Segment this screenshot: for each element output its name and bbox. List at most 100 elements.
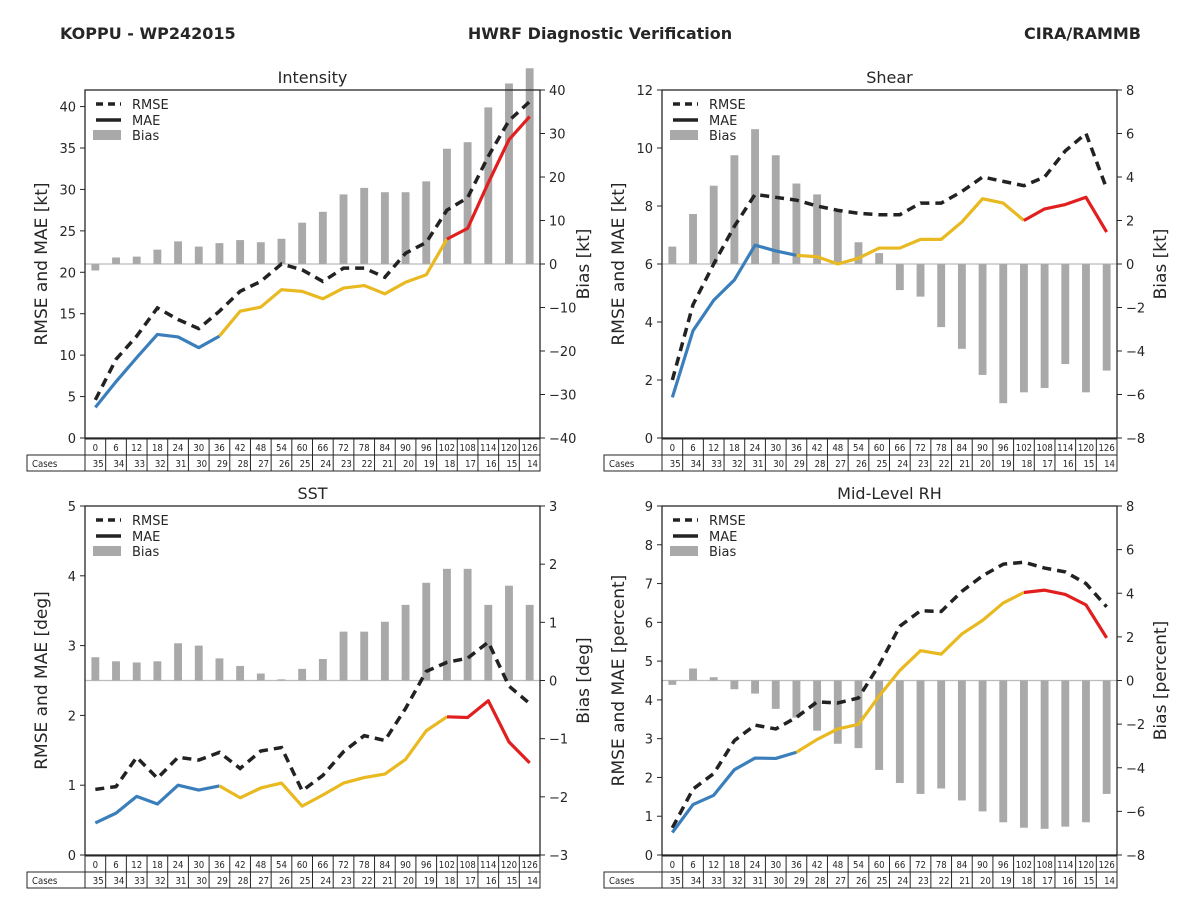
rmse-line — [670, 130, 1109, 381]
y-right-tick-label: 0 — [1126, 675, 1134, 690]
bias-bar — [236, 240, 245, 264]
y-right-tick-label: 30 — [549, 128, 566, 143]
bias-bar — [875, 253, 884, 264]
legend-rmse-label: RMSE — [709, 98, 746, 113]
forecast-hour-cell: 30 — [770, 860, 781, 871]
y-right-tick-label: −2 — [1126, 302, 1145, 317]
y-right-tick-label: 4 — [1126, 171, 1134, 186]
y-right-axis-label: Bias [kt] — [1151, 229, 1171, 300]
forecast-hour-cell: 12 — [708, 443, 719, 454]
case-count-cell: 17 — [465, 459, 476, 470]
bias-bar — [339, 631, 348, 681]
y-tick-label: 5 — [68, 500, 76, 515]
legend-bias-swatch — [93, 546, 121, 556]
y-right-tick-label: −8 — [1126, 849, 1145, 864]
forecast-hour-cell: 96 — [421, 443, 432, 454]
y-right-axis-label: Bias [kt] — [574, 229, 594, 300]
y-tick-label: 10 — [59, 349, 76, 364]
case-count-cell: 24 — [897, 876, 908, 887]
forecast-hour-cell: 36 — [214, 860, 225, 871]
y-tick-label: 6 — [645, 616, 653, 631]
legend-bias-label: Bias — [709, 545, 736, 560]
y-tick-label: 12 — [636, 84, 653, 99]
y-right-tick-label: 10 — [549, 215, 566, 230]
chart-title: Mid-Level RH — [837, 484, 942, 503]
forecast-hour-cell: 102 — [1016, 860, 1032, 871]
cases-row-label: Cases — [609, 876, 635, 887]
forecast-hour-cell: 78 — [936, 443, 947, 454]
y-right-tick-label: −6 — [1126, 805, 1145, 820]
y-right-tick-label: 3 — [549, 500, 557, 515]
y-right-tick-label: −2 — [1126, 718, 1145, 733]
case-count-cell: 29 — [794, 459, 805, 470]
forecast-hour-cell: 0 — [93, 860, 98, 871]
case-count-cell: 26 — [856, 459, 867, 470]
case-count-cell: 34 — [113, 876, 124, 887]
case-count-cell: 29 — [217, 459, 228, 470]
forecast-hour-cell: 120 — [501, 443, 517, 454]
y-tick-label: 8 — [645, 539, 653, 554]
case-count-cell: 26 — [279, 876, 290, 887]
bias-bar — [215, 243, 224, 264]
y-tick-label: 4 — [645, 694, 653, 709]
bias-bar — [256, 242, 265, 264]
mae-line-early — [671, 750, 797, 834]
y-right-axis-label: Bias [deg] — [574, 637, 594, 723]
case-count-cell: 16 — [486, 876, 497, 887]
forecast-hour-cell: 48 — [832, 860, 843, 871]
forecast-hour-cell: 78 — [936, 860, 947, 871]
bias-bar — [689, 213, 697, 264]
rmse-line — [95, 639, 531, 794]
forecast-hour-cell: 12 — [131, 860, 142, 871]
bias-bar — [709, 677, 718, 681]
forecast-hour-cell: 72 — [915, 860, 926, 871]
forecast-hour-cell: 90 — [977, 443, 988, 454]
forecast-hour-cell: 24 — [750, 443, 761, 454]
forecast-hour-cell: 84 — [956, 860, 967, 871]
case-count-cell: 24 — [897, 459, 908, 470]
forecast-hour-cell: 126 — [1099, 443, 1115, 454]
bias-bar — [854, 680, 863, 749]
bias-bar — [771, 680, 780, 709]
case-count-cell: 23 — [918, 876, 929, 887]
case-count-cell: 33 — [134, 876, 145, 887]
y-right-tick-label: 0 — [549, 675, 557, 690]
forecast-hour-cell: 24 — [750, 860, 761, 871]
y-right-tick-label: 1 — [549, 616, 557, 631]
legend-rmse-label: RMSE — [709, 514, 746, 529]
y-axis-label: RMSE and MAE [kt] — [32, 182, 52, 345]
y-right-tick-label: 6 — [1126, 544, 1134, 559]
forecast-hour-cell: 78 — [359, 443, 370, 454]
y-tick-label: 40 — [59, 101, 76, 116]
y-axis-label: RMSE and MAE [percent] — [609, 575, 629, 787]
y-tick-label: 1 — [68, 779, 76, 794]
case-count-cell: 15 — [506, 876, 517, 887]
y-tick-label: 15 — [59, 308, 76, 323]
y-right-tick-label: −30 — [549, 389, 576, 404]
forecast-hour-cell: 54 — [276, 443, 287, 454]
forecast-hour-cell: 114 — [1057, 860, 1073, 871]
case-count-cell: 14 — [527, 876, 538, 887]
bias-bar — [339, 194, 348, 264]
chart-panel-mid-level-rh: Mid-Level RH0123456789−8−6−4−202468RMSE … — [603, 484, 1171, 889]
y-right-tick-label: 0 — [549, 258, 557, 273]
forecast-hour-cell: 6 — [690, 860, 695, 871]
case-count-cell: 23 — [341, 459, 352, 470]
case-count-cell: 19 — [424, 876, 435, 887]
y-right-tick-label: 2 — [549, 558, 557, 573]
case-count-cell: 31 — [176, 459, 187, 470]
y-right-tick-label: 6 — [1126, 128, 1134, 143]
case-count-cell: 21 — [382, 876, 393, 887]
forecast-hour-cell: 120 — [1078, 860, 1094, 871]
legend-rmse-label: RMSE — [132, 514, 169, 529]
y-right-tick-label: −3 — [549, 849, 568, 864]
bias-bar — [525, 604, 534, 681]
bias-bar — [443, 568, 451, 681]
forecast-hour-cell: 78 — [359, 860, 370, 871]
case-count-cell: 32 — [155, 876, 166, 887]
legend-mae-label: MAE — [132, 114, 160, 129]
legend-bias-label: Bias — [132, 129, 159, 144]
legend-mae-label: MAE — [709, 114, 737, 129]
